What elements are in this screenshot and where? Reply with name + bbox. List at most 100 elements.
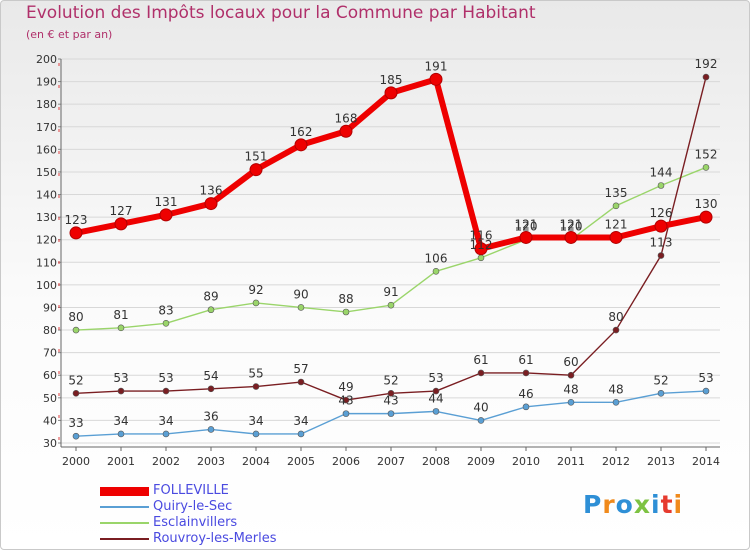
x-tick-label: 2005 — [287, 455, 315, 468]
data-label: 92 — [248, 283, 263, 297]
data-label: 43 — [383, 394, 398, 408]
x-tick-label: 2003 — [197, 455, 225, 468]
data-label: 144 — [650, 165, 673, 179]
data-label: 192 — [695, 57, 718, 71]
logo-letter: P — [583, 490, 603, 519]
data-point — [339, 124, 353, 138]
x-tick-label: 2010 — [512, 455, 540, 468]
data-point — [387, 301, 395, 309]
data-point — [657, 182, 665, 189]
data-point — [522, 403, 530, 411]
y-tick-label: 80 — [43, 324, 57, 337]
data-point — [297, 304, 305, 311]
legend-swatch — [100, 506, 149, 508]
data-label: 90 — [293, 287, 308, 301]
data-point — [519, 230, 533, 244]
x-tick-label: 2001 — [107, 455, 135, 468]
data-label: 91 — [383, 285, 398, 299]
data-label: 34 — [113, 414, 128, 428]
data-point — [702, 387, 710, 395]
data-point — [432, 387, 440, 395]
data-point — [117, 387, 125, 395]
data-point — [249, 163, 263, 177]
chart-title: Evolution des Impôts locaux pour la Comm… — [26, 3, 536, 23]
data-point — [162, 387, 170, 395]
y-tick-label: 70 — [43, 347, 57, 360]
x-tick-label: 2000 — [62, 455, 90, 468]
data-point — [612, 326, 620, 334]
data-point — [477, 254, 485, 262]
y-tick-label: 30 — [43, 437, 57, 450]
y-tick-label: 140 — [36, 189, 57, 202]
y-tick-label: 40 — [43, 414, 57, 427]
data-label: 88 — [338, 292, 353, 306]
data-point — [252, 430, 260, 438]
logo-letter: t — [660, 490, 674, 519]
data-label: 34 — [248, 414, 263, 428]
data-point — [699, 210, 713, 224]
data-label: 162 — [290, 125, 313, 139]
data-point — [564, 230, 578, 244]
data-label: 80 — [608, 310, 623, 324]
data-point — [297, 430, 305, 438]
data-label: 55 — [248, 367, 263, 381]
data-point — [72, 326, 80, 334]
y-tick-label: 180 — [36, 98, 57, 111]
data-label: 116 — [470, 229, 493, 243]
data-label: 40 — [473, 400, 488, 414]
data-point — [204, 197, 218, 211]
data-point — [252, 383, 260, 390]
data-label: 54 — [203, 369, 218, 383]
data-markers — [69, 72, 713, 440]
x-tick-label: 2014 — [692, 455, 720, 468]
logo-letter: x — [633, 490, 651, 519]
y-tick-label: 100 — [36, 279, 57, 292]
data-point — [429, 72, 443, 86]
logo-letter: r — [602, 490, 616, 519]
data-label: 48 — [608, 382, 623, 396]
axes: 30 40 50 60 70 80 90 100 110 120 130 140 150 160 170 18… — [36, 53, 720, 468]
y-tick-label: 60 — [43, 369, 57, 382]
data-label: 136 — [200, 184, 223, 198]
legend-label: Quiry-le-Sec — [153, 499, 233, 514]
data-label: 135 — [605, 186, 628, 200]
data-point — [477, 369, 485, 377]
data-label: 44 — [428, 391, 443, 405]
data-point — [432, 408, 440, 415]
data-point — [342, 410, 350, 417]
data-point — [207, 306, 215, 314]
data-point — [657, 390, 665, 397]
data-label: 185 — [380, 73, 403, 87]
data-label: 43 — [338, 394, 353, 408]
data-label: 121 — [605, 217, 628, 231]
data-label: 131 — [155, 195, 178, 209]
data-point — [609, 230, 623, 244]
x-tick-label: 2004 — [242, 455, 270, 468]
data-label: 49 — [338, 380, 353, 394]
data-point — [432, 268, 440, 275]
x-tick-label: 2013 — [647, 455, 675, 468]
data-label: 112 — [470, 238, 493, 252]
data-point — [387, 390, 395, 397]
data-label: 121 — [515, 217, 538, 231]
data-point — [114, 217, 128, 231]
data-label: 52 — [68, 373, 83, 387]
legend-label: Esclainvillers — [153, 515, 238, 530]
x-tick-label: 2012 — [602, 455, 630, 468]
data-label: 89 — [203, 290, 218, 304]
data-label: 46 — [518, 387, 533, 401]
y-tick-label: 120 — [36, 234, 57, 247]
data-label: 121 — [560, 217, 583, 231]
y-tick-label: 90 — [43, 301, 57, 314]
logo-letter: i — [673, 490, 684, 519]
data-point — [252, 299, 260, 307]
data-label: 48 — [563, 382, 578, 396]
data-label: 80 — [68, 310, 83, 324]
data-label: 53 — [113, 371, 128, 385]
data-point — [612, 399, 620, 406]
x-tick-label: 2011 — [557, 455, 585, 468]
data-label: 120 — [560, 220, 583, 234]
legend-swatch — [100, 486, 149, 496]
